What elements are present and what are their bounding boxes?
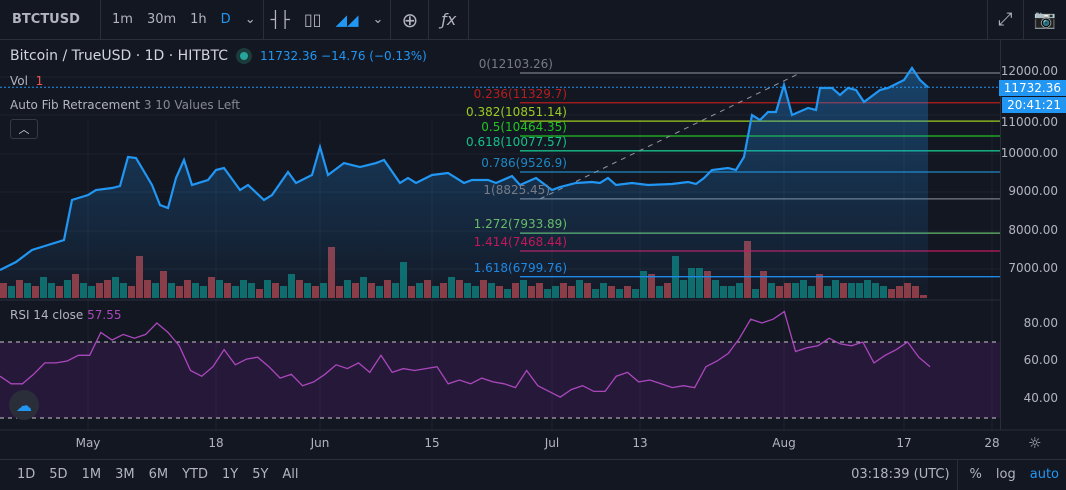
range-all[interactable]: All [282,467,299,482]
fib-level-label: 0.618(10077.57) [466,134,567,149]
fib-level-label: 0.236(11329.7) [473,86,567,101]
price-axis-label: 9000.00 [1008,184,1058,199]
auto-toggle[interactable]: auto [1029,467,1059,482]
interval-1m[interactable]: 1m [112,12,133,27]
fullscreen-icon[interactable]: ⤢ [998,9,1013,30]
divider [390,0,392,40]
range-5y[interactable]: 5Y [252,467,269,482]
price-axis-label: 7000.00 [1008,261,1058,275]
rsi-legend: RSI 14 close 57.55 [10,308,122,322]
price-axis-label: 12000.00 [1000,64,1058,78]
compare-add-icon[interactable]: ⊕ [401,7,419,32]
divider [428,0,430,40]
price-axis-label: 8000.00 [1008,222,1058,237]
fib-level-label: 0.786(9526.9) [481,155,567,170]
rsi-axis-label: 40.00 [1023,391,1058,405]
divider [262,0,264,40]
fib-level-label: 1.272(7933.89) [473,217,567,232]
interval-1h[interactable]: 1h [190,12,207,27]
time-axis-label: 13 [632,436,648,450]
countdown-tag: 20:41:21 [1002,97,1066,113]
fib-level-label: 1(8825.45) [483,182,550,197]
bottom-toolbar: 1D 5D 1M 3M 6M YTD 1Y 5Y All 03:18:39 (UTC) % lo… [0,459,1066,490]
settings-gear-icon[interactable]: ☼ [1028,434,1042,452]
divider [468,0,470,40]
time-axis-label: Jun [310,436,330,450]
range-5d[interactable]: 5D [49,467,68,482]
symbol-search[interactable]: BTCTUSD [12,12,80,27]
range-3m[interactable]: 3M [115,467,135,482]
rsi-line [0,310,931,398]
tradingview-logo-icon[interactable]: ☁ [9,390,39,420]
time-axis-label: 28 [984,436,1000,450]
main-legend: Bitcoin / TrueUSD · 1D · HITBTC 11732.36… [10,48,427,64]
time-axis-label: May [75,436,101,450]
range-1m[interactable]: 1M [81,467,102,482]
log-toggle[interactable]: log [995,467,1016,482]
fib-level-label: 0(12103.26) [478,57,553,72]
chevron-down-icon[interactable]: ⌄ [372,12,384,27]
quote-values: 11732.36 −14.76 (−0.13%) [259,49,427,63]
collapse-legend-button[interactable]: ︿ [10,119,38,139]
fib-level-label: 0.5(10464.35) [481,119,567,134]
fib-legend: Auto Fib Retracement 3 10 Values Left [10,98,240,112]
time-axis-label: 18 [208,436,224,450]
bar-chart-icon[interactable]: ┤├ [270,10,290,29]
series-title: Bitcoin / TrueUSD · 1D · HITBTC [10,48,228,64]
rsi-band [0,342,1000,418]
divider [987,0,989,40]
range-1y[interactable]: 1Y [221,467,239,482]
rsi-axis-label: 80.00 [1023,316,1058,330]
fib-level-label: 0.382(10851.14) [466,105,567,120]
camera-icon[interactable]: 📷 [1033,9,1056,30]
rsi-axis-label: 60.00 [1023,353,1058,367]
fib-params: 3 10 Values Left [143,98,240,112]
range-ytd[interactable]: YTD [182,467,208,482]
vol-value: 1 [35,74,44,88]
divider [956,459,958,490]
time-axis-label: Aug [772,436,796,450]
percent-toggle[interactable]: % [969,467,982,482]
interval-d[interactable]: D [220,12,231,27]
divider [1022,0,1024,40]
clock[interactable]: 03:18:39 (UTC) [851,467,950,482]
candles-icon[interactable]: ▯▯ [303,10,322,29]
time-axis-label: Jul [544,436,560,450]
range-6m[interactable]: 6M [148,467,169,482]
rsi-value: 57.55 [87,308,122,322]
divider [100,0,101,40]
chevron-down-icon[interactable]: ⌄ [244,12,256,27]
fib-trend-line [539,72,801,200]
interval-30m[interactable]: 30m [146,12,177,27]
price-axis-label: 10000.00 [1000,146,1058,160]
last-price-tag: 11732.36 [998,80,1066,96]
time-axis-label: 15 [424,436,440,450]
fib-name: Auto Fib Retracement [10,98,141,112]
price-axis-label: 11000.00 [1000,115,1058,129]
vol-label: Vol [10,74,28,88]
volume-legend: Vol 1 [10,74,43,88]
price-axis[interactable]: 12000.00 11000.00 10000.00 9000.00 8000.00 70… [1000,40,1066,430]
range-1d[interactable]: 1D [17,467,36,482]
rsi-label: RSI 14 close [10,308,84,322]
area-chart-icon[interactable]: ◢◢ [335,10,359,29]
time-axis-label: 17 [896,436,912,450]
price-line [0,66,929,271]
top-toolbar: BTCTUSD 1m 30m 1h D ⌄ ┤├ ▯▯ ◢◢ ⌄ ⊕ ƒx ⤢ … [0,0,1066,40]
fib-level-label: 1.618(6799.76) [473,260,567,275]
indicators-fx-icon[interactable]: ƒx [441,10,457,29]
market-status-icon [235,48,252,64]
fib-level-label: 1.414(7468.44) [473,235,567,249]
